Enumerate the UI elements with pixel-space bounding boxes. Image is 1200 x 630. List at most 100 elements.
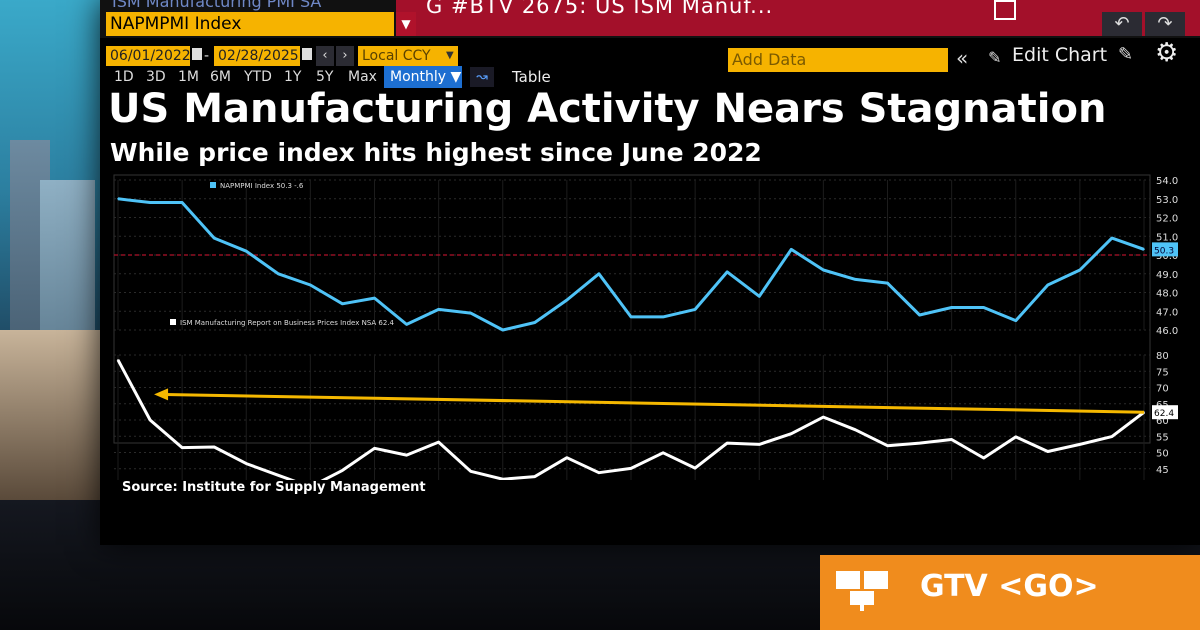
pmi-data-point xyxy=(726,271,728,273)
pmi-data-point xyxy=(277,272,280,275)
prices-data-point xyxy=(822,416,825,418)
prices-data-point xyxy=(1111,435,1113,438)
pmi-data-point xyxy=(982,306,985,309)
arrow-head xyxy=(154,388,169,401)
prices-data-point xyxy=(854,428,857,431)
calendar-icon[interactable] xyxy=(192,48,202,60)
gtv-label: GTV <GO> xyxy=(920,569,1099,604)
last-value-label: 62.4 xyxy=(1154,409,1174,419)
last-value-box xyxy=(1152,405,1178,420)
command-bar[interactable]: G #BTV 2675: US ISM Manuf... xyxy=(396,0,1200,36)
y-tick-label: 46.0 xyxy=(1156,326,1178,337)
next-period-button[interactable]: › xyxy=(336,46,354,66)
collapse-icon[interactable]: « xyxy=(956,46,969,70)
prices-data-point xyxy=(918,442,921,444)
pmi-data-point xyxy=(822,269,825,271)
undo-icon[interactable]: ↶ xyxy=(1102,12,1142,36)
currency-select[interactable]: Local CCY xyxy=(358,46,458,66)
pmi-data-point xyxy=(950,306,953,309)
prices-data-point xyxy=(950,438,953,441)
arrow-line xyxy=(158,392,1145,414)
pmi-data-point xyxy=(1014,319,1017,322)
prices-data-point xyxy=(501,478,504,480)
legend-label: ISM Manufacturing Report on Business Pri… xyxy=(180,319,395,327)
date-range-row: 06/01/2022 - 02/28/2025 ‹ › Local CCY ▼ xyxy=(100,42,1200,66)
pmi-data-point xyxy=(309,284,312,286)
prices-data-point xyxy=(566,456,568,459)
frequency-select[interactable]: Monthly ▼ xyxy=(384,66,462,88)
prices-data-point xyxy=(758,443,761,446)
prices-data-point xyxy=(245,462,248,465)
pmi-data-point xyxy=(694,308,696,311)
y-tick-label: 45 xyxy=(1156,465,1169,476)
period-1m[interactable]: 1M xyxy=(178,69,199,85)
annotate-icon[interactable]: ✎ xyxy=(1118,44,1134,65)
prices-data-point xyxy=(982,457,985,459)
pmi-data-point xyxy=(181,201,183,204)
prices-data-point xyxy=(437,441,440,443)
ticker-dropdown-icon[interactable]: ▼ xyxy=(396,12,416,36)
add-data-input[interactable]: Add Data xyxy=(728,48,948,72)
legend-swatch xyxy=(210,182,216,188)
gtv-badge: GTV <GO> xyxy=(820,555,1200,630)
period-6m[interactable]: 6M xyxy=(210,69,231,85)
table-button[interactable]: Table xyxy=(512,68,551,86)
period-3d[interactable]: 3D xyxy=(146,69,166,85)
chart-headline: US Manufacturing Activity Nears Stagnati… xyxy=(108,86,1107,132)
start-date-input[interactable]: 06/01/2022 xyxy=(106,46,191,66)
edit-chart-button[interactable]: Edit Chart xyxy=(1012,44,1108,66)
prices-data-point xyxy=(726,442,728,444)
prices-data-point xyxy=(405,454,408,456)
y-tick-label: 50 xyxy=(1156,449,1169,460)
pmi-data-point xyxy=(886,282,889,284)
period-1y[interactable]: 1Y xyxy=(284,69,302,85)
pmi-data-point xyxy=(758,295,761,298)
screens-icon xyxy=(836,571,888,611)
frequency-label: Monthly xyxy=(390,69,447,85)
y-tick-label: 70 xyxy=(1156,384,1169,395)
pmi-data-point xyxy=(854,278,857,281)
window-title: ISM Manufacturing PMI SA xyxy=(112,0,322,11)
pmi-data-point xyxy=(662,316,664,318)
y-tick-label: 49.0 xyxy=(1156,270,1178,281)
redo-icon[interactable]: ↷ xyxy=(1145,12,1185,36)
pmi-data-point xyxy=(534,321,536,324)
prices-data-point xyxy=(1047,450,1049,453)
pmi-data-point xyxy=(566,299,568,301)
open-external-icon[interactable] xyxy=(994,0,1016,20)
y-tick-label: 80 xyxy=(1156,351,1169,362)
pmi-data-point xyxy=(245,250,248,253)
y-tick-label: 55 xyxy=(1156,432,1169,443)
end-date-input[interactable]: 02/28/2025 xyxy=(214,46,300,66)
prices-data-point xyxy=(694,467,696,469)
y-tick-label: 51.0 xyxy=(1156,232,1178,243)
chevron-down-icon[interactable]: ▼ xyxy=(446,50,454,61)
pmi-data-point xyxy=(373,297,376,299)
prev-period-button[interactable]: ‹ xyxy=(316,46,334,66)
chart-area: 54.0 53.0 52.0 51.0 50.0 49.0 48.0 47.0 46.0 NAPM… xyxy=(113,174,1178,480)
y-tick-label: 53.0 xyxy=(1156,195,1178,206)
period-ytd[interactable]: YTD xyxy=(244,69,272,85)
pmi-data-point xyxy=(1079,269,1081,271)
pmi-data-point xyxy=(117,197,119,200)
line-chart-icon[interactable]: ↝ xyxy=(470,67,494,87)
pmi-data-point xyxy=(501,329,504,331)
ticker-input[interactable]: NAPMPMI Index xyxy=(106,12,394,36)
prices-data-point xyxy=(662,452,664,454)
pencil-icon[interactable]: ✎ xyxy=(988,48,1002,67)
prices-data-point xyxy=(469,470,472,473)
period-max[interactable]: Max xyxy=(348,69,377,85)
period-5y[interactable]: 5Y xyxy=(316,69,334,85)
gear-icon[interactable]: ⚙ xyxy=(1155,38,1179,68)
pmi-data-point xyxy=(405,323,408,326)
prices-data-point xyxy=(630,467,632,470)
prices-data-point xyxy=(213,446,215,448)
pmi-data-point xyxy=(437,308,440,311)
command-title: G #BTV 2675: US ISM Manuf... xyxy=(426,0,774,18)
pmi-data-point xyxy=(630,316,632,318)
date-separator: - xyxy=(204,48,210,64)
calendar-icon[interactable] xyxy=(302,48,312,60)
period-1d[interactable]: 1D xyxy=(114,69,134,85)
period-row: 1D 3D 1M 6M YTD 1Y 5Y Max Monthly ▼ ↝ Ta… xyxy=(100,66,800,90)
prices-data-point xyxy=(790,432,793,435)
